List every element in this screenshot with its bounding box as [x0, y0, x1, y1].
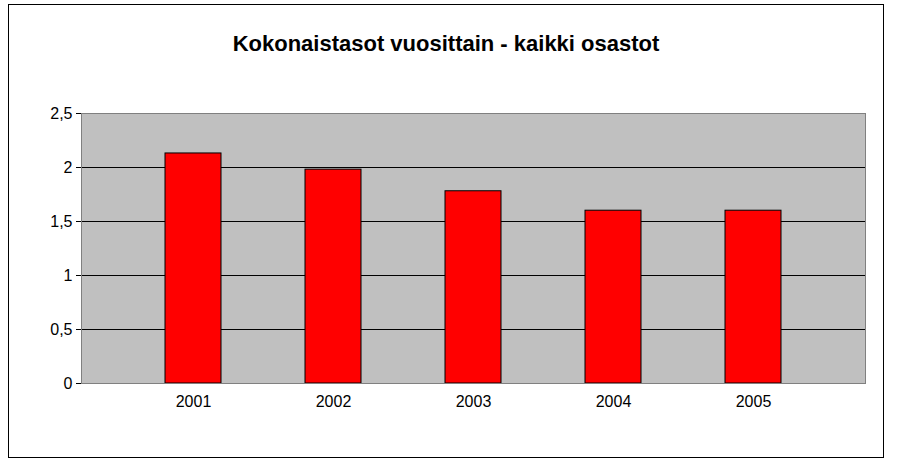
svg-text:1,5: 1,5 — [50, 213, 72, 230]
svg-text:2: 2 — [64, 159, 73, 176]
svg-text:2001: 2001 — [176, 393, 212, 410]
svg-text:0,5: 0,5 — [50, 321, 72, 338]
svg-text:1: 1 — [64, 267, 73, 284]
svg-text:2002: 2002 — [316, 393, 352, 410]
svg-text:2005: 2005 — [736, 393, 772, 410]
svg-text:2,5: 2,5 — [50, 105, 72, 122]
html-text:Kokonaistasot vuosittain - kai: Kokonaistasot vuosittain - kaikki osasto… — [232, 31, 660, 56]
svg-text:2004: 2004 — [596, 393, 632, 410]
svg-text:0: 0 — [64, 375, 73, 392]
svg-text:2003: 2003 — [456, 393, 492, 410]
